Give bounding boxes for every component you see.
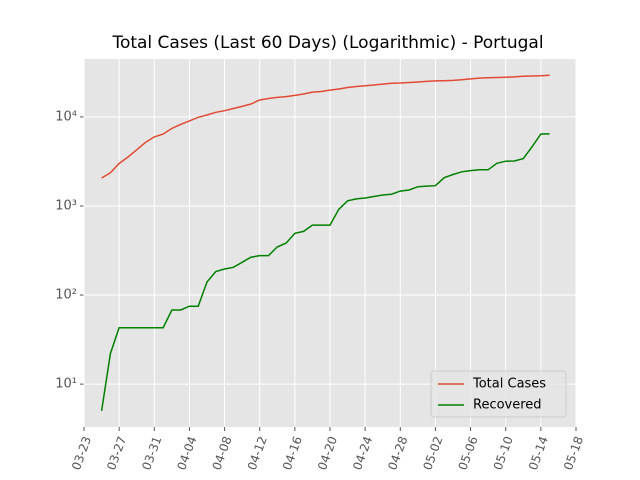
series-line — [100, 133, 550, 412]
x-tick-label: 04-16 — [280, 434, 305, 472]
x-tick-label: 05-06 — [456, 434, 481, 472]
x-tick-label: 03-31 — [139, 434, 164, 472]
x-tick-label: 04-24 — [350, 434, 375, 472]
x-tick-label: 05-18 — [561, 434, 586, 472]
y-tick-label: 10³ — [55, 198, 77, 213]
x-tick-label: 04-20 — [315, 434, 340, 472]
legend-label: Recovered — [473, 398, 542, 413]
x-tick-label: 04-28 — [385, 434, 410, 472]
y-tick-label: 10¹ — [55, 377, 77, 392]
x-tick-label: 04-04 — [174, 434, 199, 472]
x-tick-label: 03-27 — [104, 434, 129, 472]
x-tick-label: 05-02 — [420, 434, 445, 472]
series-line — [101, 74, 550, 179]
x-tick-label: 05-14 — [526, 434, 551, 472]
y-tick-label: 10⁴ — [55, 109, 77, 124]
y-tick-label: 10² — [55, 288, 77, 303]
x-tick-label: 05-10 — [491, 434, 516, 472]
x-tick-label: 03-23 — [69, 434, 94, 472]
legend-box — [430, 370, 567, 418]
legend-label: Total Cases — [472, 377, 546, 392]
x-tick-label: 04-08 — [210, 434, 235, 472]
x-tick-label: 04-12 — [245, 434, 270, 472]
chart-title: Total Cases (Last 60 Days) (Logarithmic)… — [111, 33, 543, 53]
